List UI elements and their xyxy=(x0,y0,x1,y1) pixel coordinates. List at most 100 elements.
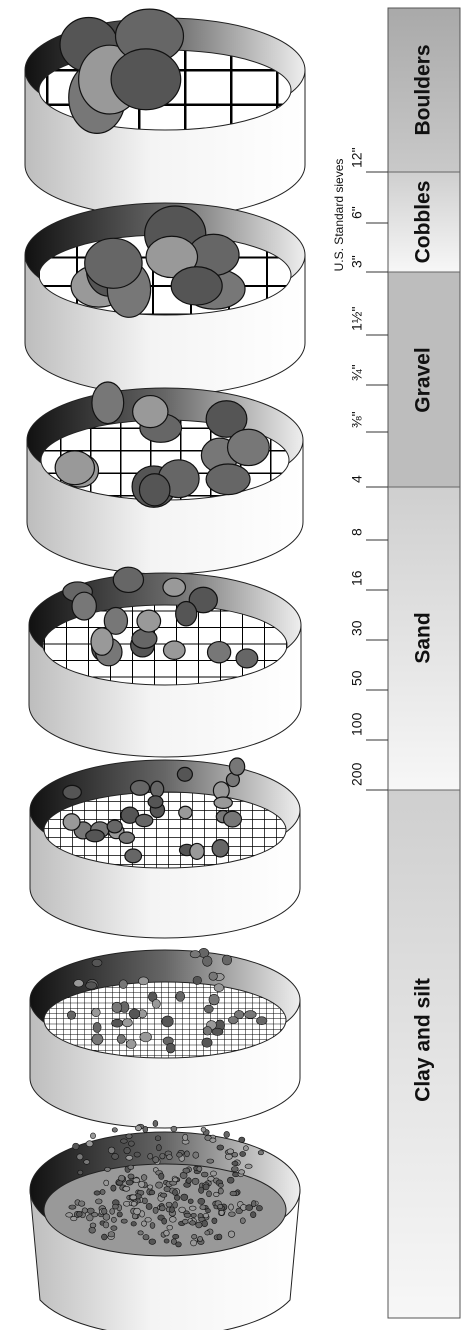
particle xyxy=(203,1212,209,1219)
particle xyxy=(65,1212,73,1218)
particle xyxy=(163,1186,171,1192)
clay-band xyxy=(388,790,460,1318)
particle xyxy=(128,1140,135,1147)
particle xyxy=(243,1145,249,1151)
particle xyxy=(102,1221,110,1229)
particle xyxy=(189,842,205,860)
particle xyxy=(110,1184,117,1192)
particle xyxy=(192,975,202,985)
particle xyxy=(130,1221,137,1227)
particle xyxy=(118,831,136,845)
particle xyxy=(169,1206,175,1213)
sieve xyxy=(29,757,301,939)
particle xyxy=(107,1231,116,1238)
particle xyxy=(147,1184,154,1190)
class-label: Gravel xyxy=(412,347,435,412)
particle xyxy=(147,1153,154,1160)
particle xyxy=(170,266,223,306)
particle xyxy=(138,976,149,986)
particle xyxy=(209,1137,217,1143)
gravel-band xyxy=(388,272,460,487)
particle xyxy=(89,1222,97,1228)
sieve-label: 50 xyxy=(349,670,365,686)
particle xyxy=(116,1211,123,1218)
particle xyxy=(112,1203,119,1210)
particle xyxy=(211,839,230,858)
particle xyxy=(77,1169,84,1176)
particle xyxy=(204,1004,214,1014)
particle xyxy=(198,1186,205,1194)
sieve-label: 200 xyxy=(349,762,365,786)
particle xyxy=(213,796,233,809)
particle xyxy=(227,1016,239,1024)
particle xyxy=(231,1152,238,1158)
particle xyxy=(213,983,225,992)
class-label: Clay and silt xyxy=(412,978,435,1102)
particle xyxy=(256,1016,268,1025)
particle xyxy=(229,1190,237,1197)
particle xyxy=(132,1177,141,1183)
particle xyxy=(205,1208,211,1214)
particle xyxy=(211,1027,224,1036)
particle xyxy=(158,1172,165,1180)
particle xyxy=(139,1031,152,1043)
particle xyxy=(152,1120,159,1127)
particle xyxy=(172,1234,180,1240)
particle xyxy=(88,1226,96,1234)
particle xyxy=(172,1201,178,1209)
particle xyxy=(136,609,162,633)
particle xyxy=(169,1216,177,1223)
particle xyxy=(227,1176,235,1184)
particle xyxy=(176,1152,183,1158)
particle xyxy=(228,1211,236,1217)
particle xyxy=(103,606,129,635)
column-border xyxy=(387,7,461,1319)
particle xyxy=(101,1208,108,1215)
particle xyxy=(197,1236,203,1242)
particle xyxy=(133,1207,141,1215)
particle xyxy=(199,1204,207,1210)
particle xyxy=(178,805,193,820)
particle xyxy=(192,1151,200,1159)
particle xyxy=(172,1189,178,1196)
particle xyxy=(116,1180,124,1186)
class-label: Boulders xyxy=(412,44,435,135)
particle xyxy=(228,1203,234,1211)
particle xyxy=(142,1234,150,1241)
particle xyxy=(175,1241,182,1248)
particle xyxy=(190,1239,198,1247)
particle xyxy=(159,1205,166,1212)
class-label: Cobbles xyxy=(412,181,435,264)
sieve-label: 6" xyxy=(349,206,365,219)
sieve-label: 4 xyxy=(349,475,365,483)
particle xyxy=(175,991,186,1002)
particle xyxy=(125,1039,137,1049)
particle xyxy=(191,1234,198,1240)
particle xyxy=(154,1135,162,1141)
particle xyxy=(137,1230,144,1236)
particle xyxy=(148,1189,156,1196)
particle xyxy=(170,1125,178,1132)
particle xyxy=(111,1001,123,1013)
particle xyxy=(188,586,218,614)
particle xyxy=(141,1220,147,1227)
particle xyxy=(142,1125,149,1133)
particle xyxy=(104,1166,111,1172)
particle xyxy=(110,48,182,111)
particle xyxy=(112,566,145,594)
boulders-band xyxy=(388,8,460,172)
particle xyxy=(206,640,232,664)
sieve-label: 12" xyxy=(349,147,365,168)
particle xyxy=(178,1206,186,1213)
sieve xyxy=(29,1120,301,1330)
particle xyxy=(138,473,171,507)
particle xyxy=(85,829,105,843)
sieve-label: 100 xyxy=(349,712,365,736)
particle xyxy=(76,1153,84,1161)
particle xyxy=(106,819,123,834)
particle xyxy=(83,1159,91,1165)
particle xyxy=(186,1177,192,1184)
particle xyxy=(208,993,220,1006)
particle xyxy=(151,999,161,1009)
particle xyxy=(125,1155,134,1161)
